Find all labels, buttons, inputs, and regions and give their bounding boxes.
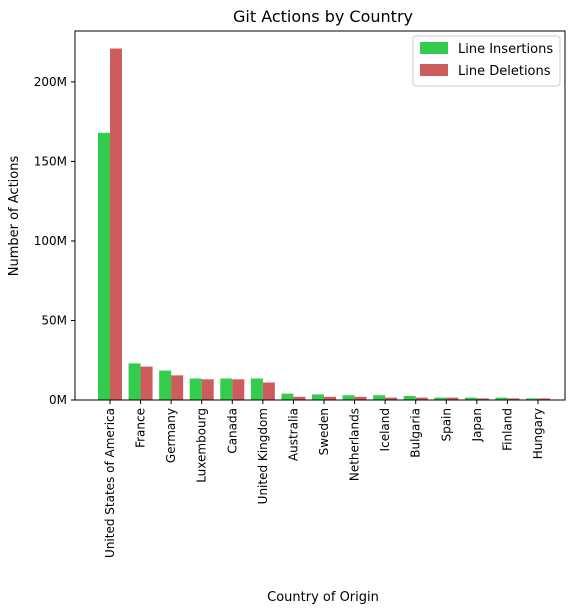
bar-insertions-5	[250, 378, 263, 400]
bar-deletions-6	[293, 396, 306, 400]
x-tick-label: Iceland	[378, 408, 392, 451]
bar-insertions-9	[373, 395, 386, 400]
bar-deletions-13	[507, 398, 520, 400]
legend-swatch-insertions	[420, 42, 448, 54]
legend-label-insertions: Line Insertions	[458, 42, 553, 57]
legend-label-deletions: Line Deletions	[458, 64, 551, 79]
bars-group	[98, 48, 550, 401]
y-tick-label: 0M	[49, 393, 67, 407]
bar-insertions-14	[525, 398, 538, 400]
x-tick-label: Hungary	[531, 408, 545, 459]
bar-deletions-2	[171, 375, 184, 400]
x-tick-label: Spain	[439, 408, 453, 442]
y-tick-label: 50M	[41, 313, 67, 327]
bar-insertions-11	[434, 397, 447, 400]
x-tick-label: Finland	[500, 408, 514, 451]
bar-deletions-8	[354, 396, 367, 400]
bar-deletions-3	[201, 379, 214, 400]
y-axis: 0M 50M 100M 150M 200M	[34, 75, 75, 407]
bar-insertions-8	[342, 395, 355, 400]
bar-deletions-9	[385, 397, 398, 400]
x-tick-label: Luxembourg	[195, 408, 209, 483]
bar-deletions-4	[232, 379, 245, 400]
y-tick-label: 200M	[34, 75, 67, 89]
bar-insertions-7	[311, 394, 324, 400]
y-tick-label: 150M	[34, 154, 67, 168]
x-tick-label: Sweden	[317, 408, 331, 455]
bar-insertions-13	[495, 397, 508, 400]
bar-insertions-10	[403, 396, 416, 400]
x-tick-label: Japan	[470, 408, 484, 442]
x-tick-label: United States of America	[103, 408, 117, 558]
x-tick-label: Germany	[164, 408, 178, 463]
x-tick-label: Australia	[286, 408, 300, 461]
legend-swatch-deletions	[420, 64, 448, 76]
x-tick-label: Bulgaria	[409, 408, 423, 458]
x-tick-label: Netherlands	[348, 408, 362, 481]
bar-deletions-10	[415, 397, 428, 400]
bar-deletions-14	[537, 398, 550, 400]
y-axis-label: Number of Actions	[7, 156, 22, 277]
legend-box	[412, 35, 561, 87]
bar-deletions-5	[262, 382, 275, 400]
bar-insertions-2	[159, 370, 172, 400]
bar-insertions-0	[98, 132, 110, 401]
plot-frame	[74, 30, 566, 401]
bar-deletions-0	[110, 48, 122, 400]
y-tick-label: 100M	[34, 234, 67, 248]
x-tick-label: France	[134, 408, 148, 448]
x-axis-label: Country of Origin	[267, 590, 379, 605]
bar-insertions-3	[189, 378, 202, 400]
chart-title: Git Actions by Country	[233, 7, 413, 26]
bar-deletions-7	[323, 396, 336, 400]
x-tick-label: United Kingdom	[256, 408, 270, 504]
bar-insertions-1	[128, 363, 141, 400]
bar-deletions-1	[140, 366, 153, 400]
bar-insertions-6	[281, 393, 294, 400]
legend: Line Insertions Line Deletions	[412, 35, 561, 87]
bar-insertions-12	[464, 397, 477, 400]
x-axis: United States of America France Germany Lux…	[103, 400, 545, 558]
bar-deletions-11	[446, 397, 459, 400]
bar-deletions-12	[476, 398, 489, 400]
bar-insertions-4	[220, 378, 233, 400]
x-tick-label: Canada	[225, 408, 239, 454]
